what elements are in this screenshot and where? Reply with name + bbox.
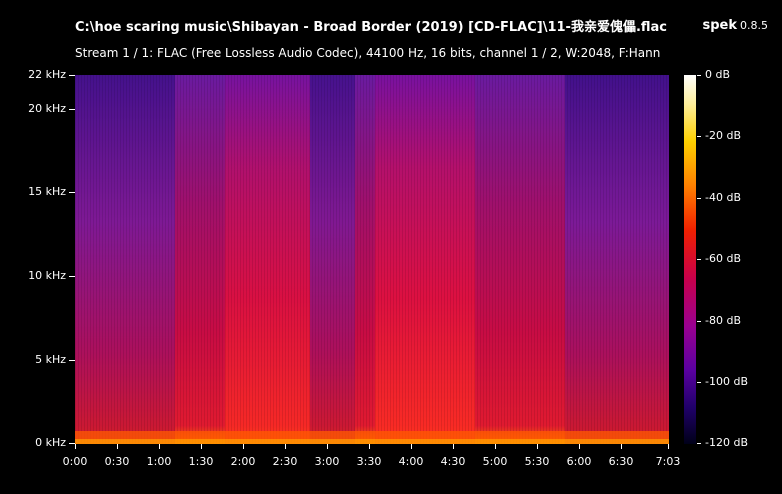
x-tick-label: 6:00 [566,455,592,468]
spectrogram [75,75,669,444]
x-tick-label: 2:30 [272,455,298,468]
x-tick-mark [285,444,286,449]
stream-info: Stream 1 / 1: FLAC (Free Lossless Audio … [75,46,661,60]
y-tick-mark [69,443,75,444]
db-tick-label: -80 dB [705,314,741,327]
db-color-scale [684,75,696,444]
x-tick-mark [201,444,202,449]
db-tick-mark [697,198,701,199]
x-tick-mark [453,444,454,449]
x-tick-mark [243,444,244,449]
y-tick-label: 15 kHz [28,185,66,198]
x-tick-label: 1:30 [188,455,214,468]
x-tick-label: 1:00 [146,455,172,468]
y-tick-mark [69,192,75,193]
app-version: 0.8.5 [740,19,768,32]
x-tick-mark [327,444,328,449]
y-tick-mark [69,276,75,277]
spectrogram-image [75,75,669,444]
x-tick-label: 0:00 [62,455,88,468]
x-tick-mark [495,444,496,449]
db-tick-label: -40 dB [705,191,741,204]
db-tick-label: 0 dB [705,68,731,81]
x-tick-mark [75,444,76,449]
x-tick-label: 3:30 [356,455,382,468]
db-tick-label: -20 dB [705,129,741,142]
x-tick-label: 5:30 [524,455,550,468]
x-tick-mark [411,444,412,449]
y-tick-label: 20 kHz [28,102,66,115]
x-tick-label: 0:30 [104,455,130,468]
db-tick-label: -120 dB [705,436,748,449]
y-tick-mark [69,360,75,361]
y-tick-label: 22 kHz [28,68,66,81]
y-tick-mark [69,109,75,110]
y-tick-label: 0 kHz [35,436,66,449]
x-tick-label: 6:30 [608,455,634,468]
db-tick-mark [697,75,701,76]
app-name: spek 0.8.5 [702,18,768,33]
x-tick-mark [579,444,580,449]
x-tick-label: 5:00 [482,455,508,468]
x-tick-label: 3:00 [314,455,340,468]
x-tick-mark [537,444,538,449]
db-tick-label: -60 dB [705,252,741,265]
db-tick-mark [697,136,701,137]
x-tick-label: 4:30 [440,455,466,468]
x-tick-mark [668,444,669,449]
y-tick-label: 10 kHz [28,269,66,282]
db-tick-mark [697,259,701,260]
x-tick-mark [159,444,160,449]
x-tick-mark [369,444,370,449]
db-tick-mark [697,321,701,322]
db-tick-mark [697,382,701,383]
x-tick-mark [117,444,118,449]
app-name-label: spek [702,18,737,33]
x-tick-label: 4:00 [398,455,424,468]
y-tick-mark [69,75,75,76]
x-tick-label: 2:00 [230,455,256,468]
x-tick-label: 7:03 [655,455,681,468]
db-tick-label: -100 dB [705,375,748,388]
file-title: C:\hoe scaring music\Shibayan - Broad Bo… [75,20,667,35]
db-tick-mark [697,443,701,444]
y-tick-label: 5 kHz [35,353,66,366]
x-tick-mark [621,444,622,449]
